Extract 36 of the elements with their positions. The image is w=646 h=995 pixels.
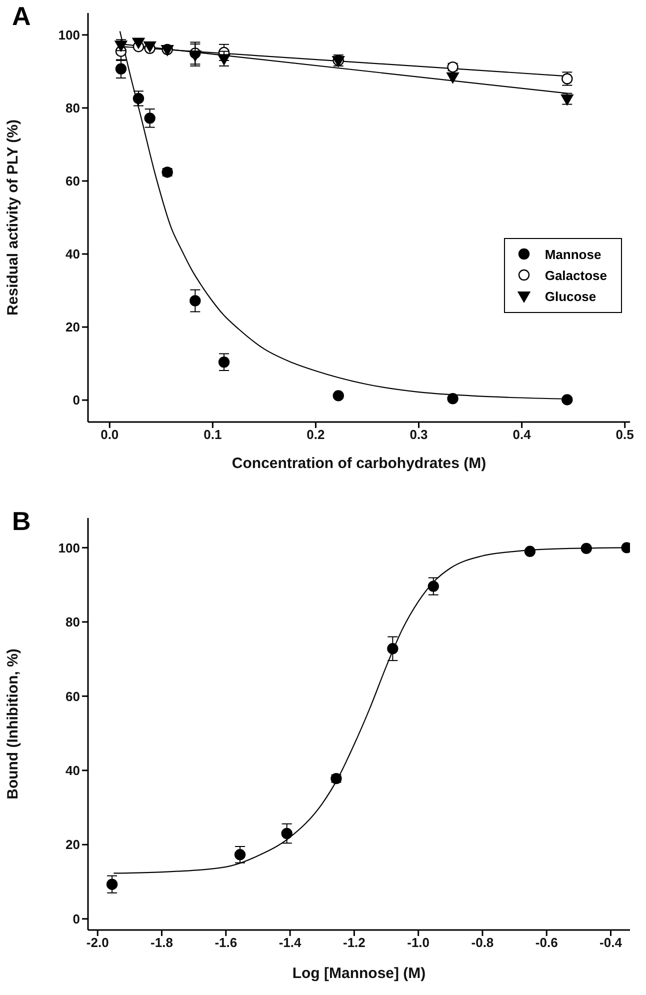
y-tick-label: 100 (58, 540, 80, 556)
y-tick-label: 60 (66, 174, 80, 189)
chart-title: B (12, 506, 31, 537)
x-tick-label: -2.0 (86, 935, 109, 950)
x-tick-label: -0.6 (535, 935, 558, 950)
x-axis-title: Log [Mannose] (M) (292, 965, 426, 982)
y-tick-label: 60 (66, 688, 80, 704)
y-tick-label: 40 (66, 246, 80, 262)
x-tick-label: -1.8 (150, 935, 173, 950)
x-tick-label: -1.2 (342, 935, 366, 950)
x-tick-label: 0.2 (306, 427, 325, 442)
y-tick-label: 80 (66, 614, 80, 630)
x-tick-label: -1.6 (214, 935, 238, 950)
y-tick-label: 20 (66, 320, 80, 335)
x-tick-label: 0.1 (204, 427, 222, 442)
x-tick-label: 0.3 (410, 427, 428, 442)
x-tick-label: -0.4 (600, 935, 623, 950)
y-tick-label: 100 (58, 28, 80, 43)
y-axis-title: Bound (Inhibition, %) (4, 648, 22, 800)
y-tick-label: 0 (72, 911, 80, 926)
y-tick-label: 40 (66, 763, 80, 778)
x-tick-label: -1.0 (407, 935, 430, 950)
x-tick-label: 0.5 (616, 427, 634, 442)
x-tick-label: 0.4 (512, 427, 532, 442)
y-tick-label: 80 (66, 100, 80, 116)
y-tick-label: 20 (66, 837, 80, 852)
x-tick-label: 0.0 (100, 427, 119, 442)
x-axis-title: Concentration of carbohydrates (M) (232, 455, 486, 472)
legend-label: Galactose (544, 268, 607, 283)
legend-label: Glucose (544, 288, 596, 304)
x-tick-label: -0.8 (471, 935, 494, 950)
y-tick-label: 0 (72, 392, 80, 408)
y-axis-title: Residual activity of PLY (%) (4, 120, 22, 316)
chart-title: A (12, 1, 31, 32)
x-tick-label: -1.4 (278, 935, 302, 950)
legend-label: Mannose (544, 246, 602, 262)
